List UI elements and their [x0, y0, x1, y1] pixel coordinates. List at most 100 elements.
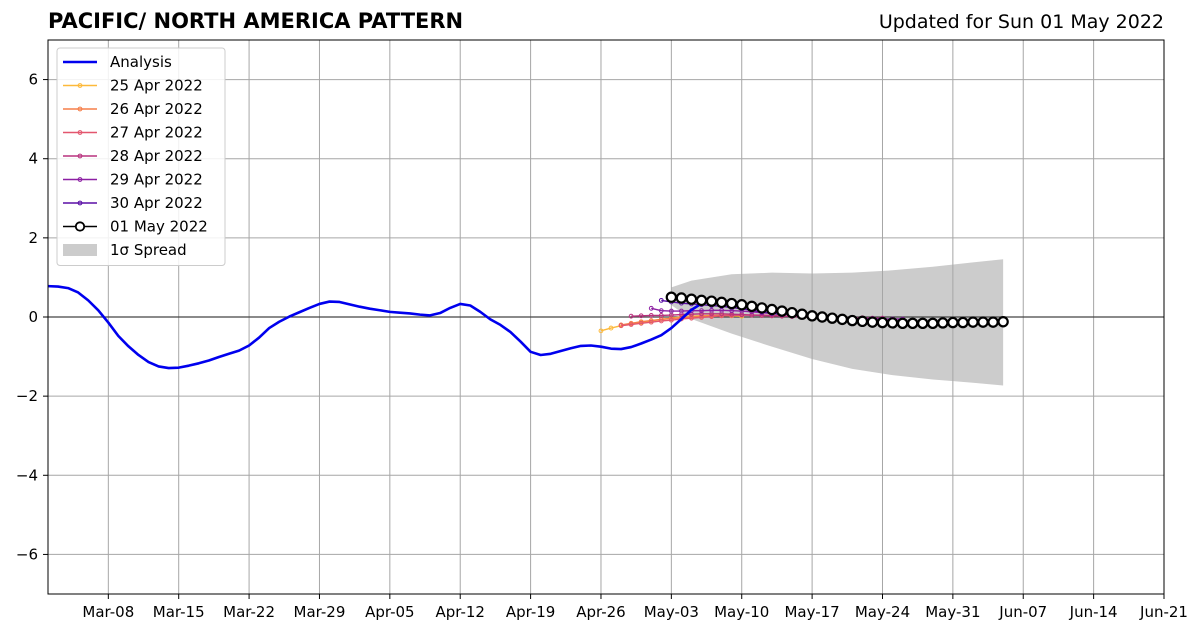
legend-label: 26 Apr 2022 — [110, 100, 203, 118]
x-tick-label: Jun-14 — [1069, 603, 1118, 621]
x-tick-label: May-10 — [714, 603, 769, 621]
forecast-point-latest — [746, 300, 758, 313]
legend-box — [56, 47, 226, 266]
x-tick-label: Apr-12 — [435, 603, 485, 621]
y-tick-label: −6 — [16, 545, 38, 563]
forecast-point-latest — [997, 316, 1009, 328]
forecast-point-latest — [937, 317, 949, 329]
forecast-point-latest — [736, 299, 748, 311]
x-tick-label: Mar-29 — [294, 603, 346, 621]
forecast-point-latest — [715, 296, 728, 309]
forecast-point — [598, 328, 604, 334]
forecast-point-latest — [806, 310, 818, 322]
forecast-point — [658, 313, 664, 318]
forecast-point-latest — [796, 308, 808, 320]
forecast-point-latest — [927, 317, 939, 330]
legend-marker — [77, 177, 83, 182]
x-tick-label: Apr-19 — [506, 603, 556, 621]
forecast-point — [668, 317, 674, 323]
x-tick-label: Mar-22 — [223, 603, 275, 621]
forecast-point-latest — [896, 317, 909, 330]
y-tick-label: 0 — [28, 308, 38, 326]
forecast-point-latest — [695, 294, 708, 307]
x-tick-label: Apr-26 — [576, 603, 626, 621]
forecast-point-latest — [665, 291, 678, 303]
legend-marker — [74, 221, 86, 232]
forecast-point — [648, 313, 654, 318]
forecast-point-latest — [876, 316, 889, 329]
forecast-point-latest — [987, 316, 999, 328]
y-tick-label: −4 — [16, 466, 38, 484]
x-tick-label: Mar-08 — [82, 603, 134, 621]
x-tick-label: May-24 — [855, 603, 910, 621]
forecast-point-latest — [866, 316, 879, 328]
forecast-point — [699, 308, 704, 314]
forecast-point-latest — [776, 305, 788, 317]
legend-marker — [77, 83, 83, 88]
forecast-point — [648, 305, 654, 311]
forecast-point-latest — [967, 316, 979, 328]
y-tick-label: 2 — [28, 229, 38, 247]
forecast-point-latest — [826, 312, 838, 324]
forecast-point-latest — [917, 317, 929, 330]
legend-label: 1σ Spread — [110, 241, 187, 259]
series-layer — [47, 284, 1009, 370]
x-tick-label: Apr-05 — [365, 603, 415, 621]
forecast-point — [628, 322, 634, 327]
forecast-point — [668, 308, 674, 314]
legend-marker — [77, 106, 83, 112]
analysis-line — [47, 284, 713, 370]
forecast-point — [709, 314, 714, 320]
spread-band — [671, 259, 1004, 386]
forecast-point — [699, 311, 704, 317]
legend-label: 30 Apr 2022 — [110, 194, 203, 212]
x-tick-label: Mar-15 — [153, 603, 205, 621]
forecast-point-latest — [886, 317, 899, 329]
forecast-point — [658, 297, 664, 303]
forecast-point-latest — [947, 316, 959, 329]
legend-marker — [77, 130, 83, 135]
forecast-point-latest — [766, 303, 778, 316]
forecast-point-latest — [957, 316, 969, 329]
y-tick-label: 6 — [28, 71, 38, 89]
forecast-point-latest — [977, 316, 989, 328]
forecast-point-latest — [856, 315, 869, 328]
forecast-point — [658, 308, 664, 314]
forecast-point — [749, 312, 755, 318]
x-tick-label: May-03 — [644, 603, 699, 621]
forecast-point — [628, 313, 634, 319]
legend-label: 25 Apr 2022 — [110, 77, 203, 95]
forecast-point-latest — [685, 293, 698, 305]
legend-label: 27 Apr 2022 — [110, 124, 203, 142]
legend-swatch — [63, 244, 97, 256]
forecast-point — [618, 323, 624, 329]
legend-marker — [77, 153, 83, 159]
forecast-point — [638, 313, 644, 319]
legend-marker — [77, 200, 83, 206]
spread-layer — [671, 259, 1004, 386]
legend-label: 01 May 2022 — [110, 218, 208, 236]
axes-layer: Mar-08 Mar-15 Mar-22 Mar-29 Apr-05 Apr-12 Apr-… — [16, 39, 1188, 621]
forecast-point — [608, 325, 614, 331]
forecast-point-latest — [846, 314, 859, 327]
forecast-point-latest — [675, 292, 688, 304]
forecast-point-latest — [906, 317, 919, 330]
forecast-point — [709, 307, 714, 313]
x-tick-label: May-31 — [925, 603, 980, 621]
x-tick-label: May-17 — [784, 603, 839, 621]
forecast-point-latest — [725, 297, 738, 310]
forecast-point — [638, 320, 644, 326]
chart-title: PACIFIC/ NORTH AMERICA PATTERN — [48, 9, 464, 33]
forecast-point-latest — [836, 313, 848, 326]
forecast-point-latest — [786, 306, 798, 319]
forecast-point-latest — [705, 295, 718, 307]
x-tick-label: Jun-21 — [1139, 603, 1188, 621]
y-tick-label: 4 — [28, 150, 38, 168]
forecast-point-latest — [756, 302, 768, 314]
legend-layer: Analysis 25 Apr 2022 26 Apr 2022 27 Apr 202… — [56, 47, 226, 266]
forecast-point — [648, 319, 654, 325]
y-tick-label: −2 — [16, 387, 38, 405]
forecast-point — [658, 318, 664, 324]
